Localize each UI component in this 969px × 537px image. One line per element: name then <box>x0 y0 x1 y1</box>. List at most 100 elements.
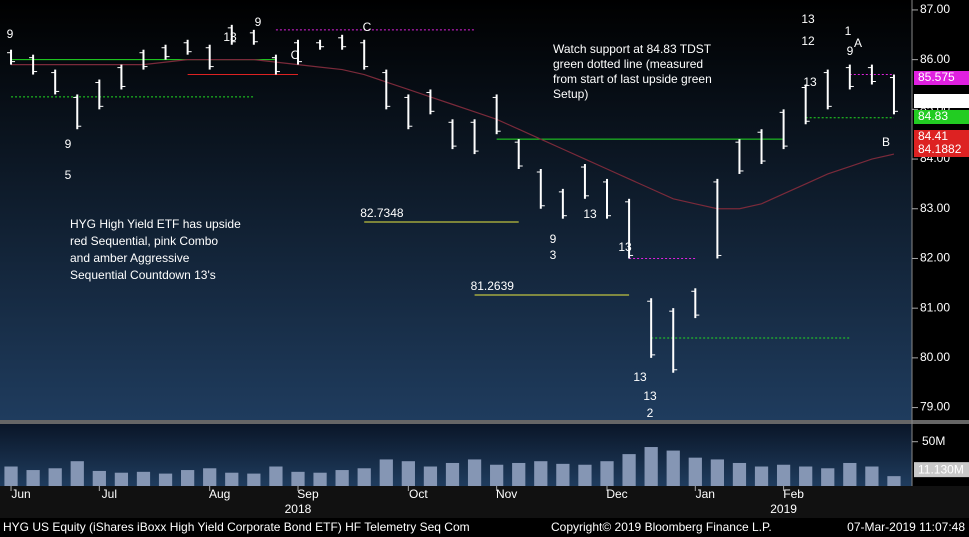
setup-label: 1 <box>845 24 852 38</box>
volume-bar <box>467 459 482 486</box>
price-tag <box>914 71 969 85</box>
setup-label: 13 <box>223 30 237 44</box>
footer-center: Copyright© 2019 Bloomberg Finance L.P. <box>551 520 772 534</box>
volume-bar <box>181 470 195 486</box>
annotation: Sequential Countdown 13's <box>70 268 216 282</box>
setup-label: 13 <box>643 389 657 403</box>
volume-bar <box>666 450 680 486</box>
setup-label: C <box>363 20 372 34</box>
volume-bar <box>203 468 217 486</box>
setup-label: 9 <box>65 137 72 151</box>
volume-bar <box>490 464 504 486</box>
last-volume-tag <box>914 462 969 478</box>
volume-bar <box>291 471 305 486</box>
volume-bar <box>732 462 747 486</box>
annotation: and amber Aggressive <box>70 251 190 265</box>
volume-bar <box>269 466 283 486</box>
volume-bar <box>247 473 261 486</box>
last-volume-label: 11.130M <box>918 462 964 476</box>
volume-bar <box>865 466 879 486</box>
volume-bar <box>225 472 239 486</box>
price-tag-label: 85.575 <box>918 70 955 84</box>
price-tag <box>914 94 969 108</box>
volume-bar <box>335 470 349 486</box>
y-tick-label: 86.00 <box>920 52 950 66</box>
moving-average <box>11 59 895 210</box>
volume-bar <box>4 466 18 486</box>
volume-bar <box>534 461 548 486</box>
annotation: Watch support at 84.83 TDST <box>553 42 712 56</box>
y-tick-label: 82.00 <box>920 251 950 265</box>
volume-bar <box>357 468 371 486</box>
volume-bar <box>70 461 84 486</box>
y-tick-label: 80.00 <box>920 350 950 364</box>
x-tick-label: Sep <box>297 487 319 501</box>
setup-label: 2 <box>647 406 654 420</box>
x-tick-label: Aug <box>209 487 230 501</box>
volume-bar <box>600 461 614 486</box>
volume-bar <box>776 464 791 486</box>
setup-label: 13 <box>803 75 817 89</box>
price-tag <box>914 143 969 157</box>
volume-bar <box>799 466 813 486</box>
volume-bar <box>313 472 327 486</box>
price-tag-label: 84.83 <box>918 109 948 123</box>
volume-bar <box>512 462 526 486</box>
setup-label: 3 <box>550 248 557 262</box>
setup-label: 13 <box>583 207 597 221</box>
y-tick-label: 83.00 <box>920 201 950 215</box>
price-tag <box>914 130 969 144</box>
setup-label: 9 <box>7 27 14 41</box>
volume-bar <box>688 457 702 486</box>
setup-label: 12 <box>801 34 815 48</box>
footer-right: 07-Mar-2019 11:07:48 <box>847 520 965 534</box>
setup-label: A <box>854 36 862 50</box>
volume-bar <box>578 464 592 486</box>
y-tick-label: 81.00 <box>920 300 950 314</box>
setup-label: B <box>882 135 890 149</box>
volume-bar <box>710 459 724 486</box>
price-panel <box>0 0 912 420</box>
volume-bar <box>445 462 460 486</box>
volume-bar <box>114 472 129 486</box>
setup-label: 5 <box>65 168 72 182</box>
volume-bar <box>622 454 636 486</box>
annotation: HYG High Yield ETF has upside <box>70 217 241 231</box>
x-tick-label: Jun <box>11 487 30 501</box>
volume-bar <box>887 476 901 486</box>
setup-label: C <box>291 48 300 62</box>
setup-label: 9 <box>847 44 854 58</box>
volume-bar <box>26 470 40 486</box>
setup-label: 9 <box>255 15 262 29</box>
x-tick-label: Nov <box>496 487 517 501</box>
volume-bar <box>644 447 658 486</box>
volume-bar <box>821 468 835 486</box>
volume-bar <box>136 471 151 486</box>
year-label: 2018 <box>285 502 312 516</box>
y-tick-label: 87.00 <box>920 2 950 16</box>
price-tag-label: 85.14 <box>918 93 948 107</box>
price-tag-label: 84.1882 <box>918 142 962 156</box>
volume-bar <box>423 466 438 486</box>
x-axis-strip <box>0 486 969 518</box>
annotation: from start of last upside green <box>553 72 712 86</box>
volume-bar <box>48 468 62 486</box>
footer-left: HYG US Equity (iShares iBoxx High Yield … <box>3 520 470 534</box>
panel-divider <box>0 420 969 424</box>
volume-tick-label: 50M <box>922 434 945 448</box>
annotation: Setup) <box>553 87 588 101</box>
x-tick-label: Dec <box>606 487 627 501</box>
volume-bar <box>158 473 173 486</box>
level-label: 82.7348 <box>360 206 404 220</box>
annotation: red Sequential, pink Combo <box>70 234 218 248</box>
annotation: green dotted line (measured <box>553 57 703 71</box>
level-label: 81.2639 <box>471 279 515 293</box>
price-tag <box>914 110 969 124</box>
volume-bar <box>379 459 393 486</box>
volume-bar <box>401 461 415 486</box>
price-tag-label: 84.41 <box>918 129 948 143</box>
setup-label: 13 <box>618 240 632 254</box>
year-label: 2019 <box>770 502 797 516</box>
setup-label: 13 <box>801 12 815 26</box>
